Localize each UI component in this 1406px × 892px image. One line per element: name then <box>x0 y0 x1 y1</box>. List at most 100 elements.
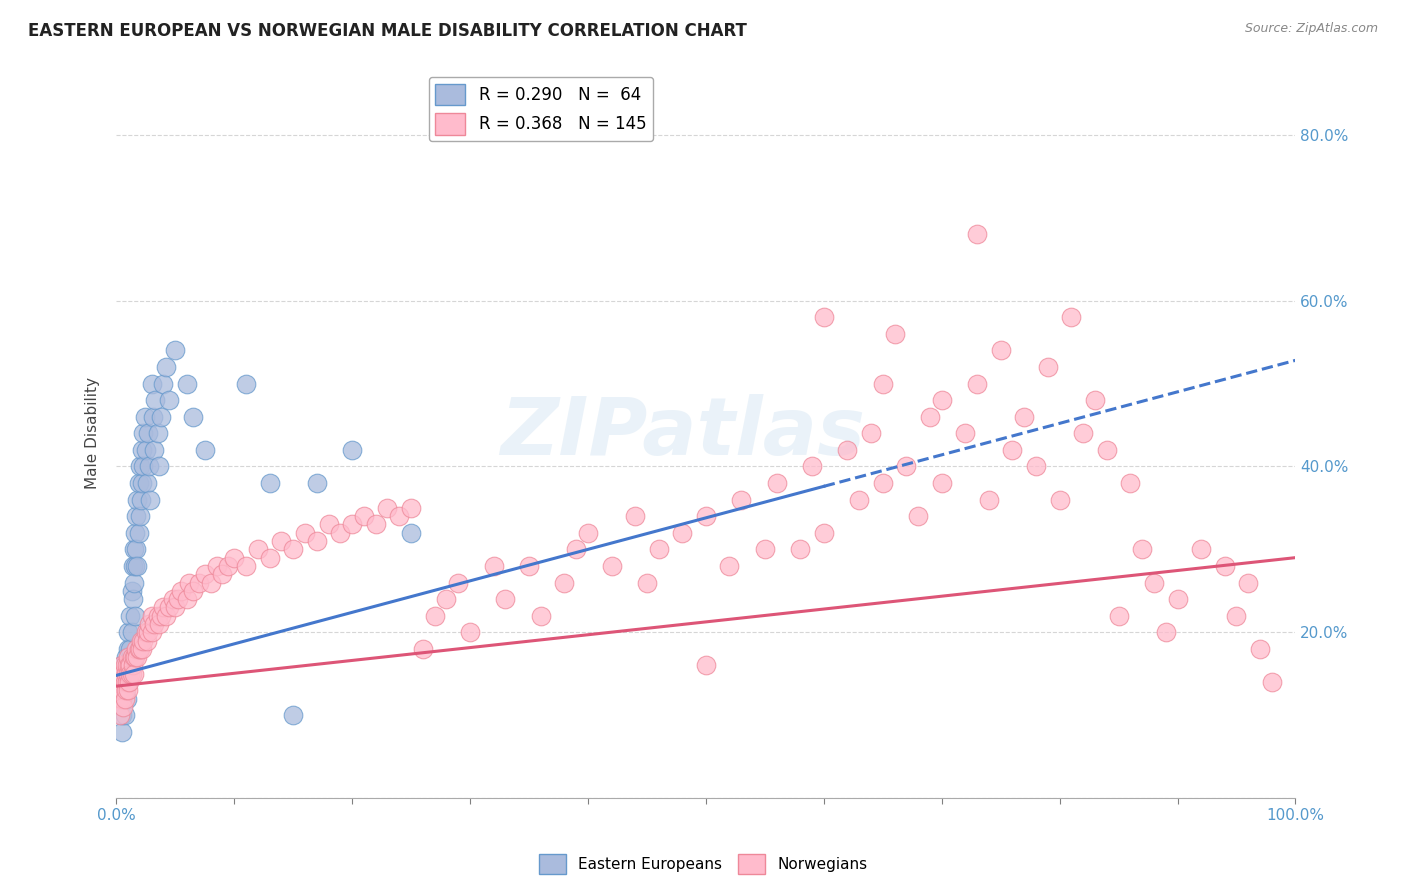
Point <box>600 558 623 573</box>
Point <box>436 592 458 607</box>
Point <box>114 708 136 723</box>
Point <box>977 492 1000 507</box>
Point <box>124 558 146 573</box>
Point <box>150 409 173 424</box>
Point <box>124 525 146 540</box>
Point <box>754 542 776 557</box>
Point <box>896 459 918 474</box>
Point <box>294 525 316 540</box>
Point <box>122 650 145 665</box>
Point <box>1154 625 1177 640</box>
Point <box>955 426 977 441</box>
Point <box>576 525 599 540</box>
Point <box>111 724 134 739</box>
Point <box>1071 426 1094 441</box>
Point <box>259 550 281 565</box>
Point <box>1167 592 1189 607</box>
Point <box>281 542 304 557</box>
Point <box>131 476 153 491</box>
Point <box>931 476 953 491</box>
Point <box>194 567 217 582</box>
Point <box>118 658 141 673</box>
Point <box>139 492 162 507</box>
Point <box>353 509 375 524</box>
Point <box>157 393 180 408</box>
Point <box>131 641 153 656</box>
Point <box>162 592 184 607</box>
Point <box>148 617 170 632</box>
Point <box>129 633 152 648</box>
Point <box>112 666 135 681</box>
Point <box>148 459 170 474</box>
Point <box>494 592 516 607</box>
Point <box>128 476 150 491</box>
Point <box>872 376 894 391</box>
Point <box>789 542 811 557</box>
Point <box>399 525 422 540</box>
Point <box>111 691 134 706</box>
Point <box>114 683 136 698</box>
Point <box>114 666 136 681</box>
Point <box>194 442 217 457</box>
Point <box>1249 641 1271 656</box>
Point <box>152 600 174 615</box>
Point <box>127 558 149 573</box>
Point <box>224 550 246 565</box>
Point <box>131 442 153 457</box>
Point <box>125 542 148 557</box>
Point <box>146 426 169 441</box>
Point <box>132 633 155 648</box>
Point <box>246 542 269 557</box>
Point <box>132 426 155 441</box>
Point <box>121 658 143 673</box>
Point <box>155 359 177 374</box>
Point <box>124 608 146 623</box>
Point <box>340 517 363 532</box>
Point <box>165 343 187 358</box>
Point <box>211 567 233 582</box>
Point <box>517 558 540 573</box>
Point <box>121 666 143 681</box>
Point <box>1189 542 1212 557</box>
Point <box>872 476 894 491</box>
Point <box>121 650 143 665</box>
Point <box>125 641 148 656</box>
Legend: Eastern Europeans, Norwegians: Eastern Europeans, Norwegians <box>533 848 873 880</box>
Point <box>135 625 157 640</box>
Point <box>111 691 134 706</box>
Point <box>108 708 131 723</box>
Point <box>259 476 281 491</box>
Point <box>718 558 741 573</box>
Point <box>125 509 148 524</box>
Point <box>138 617 160 632</box>
Point <box>695 509 717 524</box>
Point <box>120 658 142 673</box>
Point <box>117 683 139 698</box>
Point <box>270 534 292 549</box>
Point <box>129 492 152 507</box>
Point <box>624 509 647 524</box>
Point <box>111 658 134 673</box>
Point <box>181 583 204 598</box>
Point <box>235 558 257 573</box>
Point <box>176 376 198 391</box>
Point <box>883 326 905 341</box>
Legend: R = 0.290   N =  64, R = 0.368   N = 145: R = 0.290 N = 64, R = 0.368 N = 145 <box>429 77 652 141</box>
Point <box>108 675 131 690</box>
Point <box>117 666 139 681</box>
Point <box>859 426 882 441</box>
Point <box>111 675 134 690</box>
Point <box>388 509 411 524</box>
Point <box>166 592 188 607</box>
Point <box>150 608 173 623</box>
Point <box>136 633 159 648</box>
Point <box>179 575 201 590</box>
Point <box>1108 608 1130 623</box>
Point <box>170 583 193 598</box>
Point <box>122 542 145 557</box>
Point <box>1060 310 1083 325</box>
Point <box>120 608 142 623</box>
Point <box>305 476 328 491</box>
Point <box>112 683 135 698</box>
Point <box>127 650 149 665</box>
